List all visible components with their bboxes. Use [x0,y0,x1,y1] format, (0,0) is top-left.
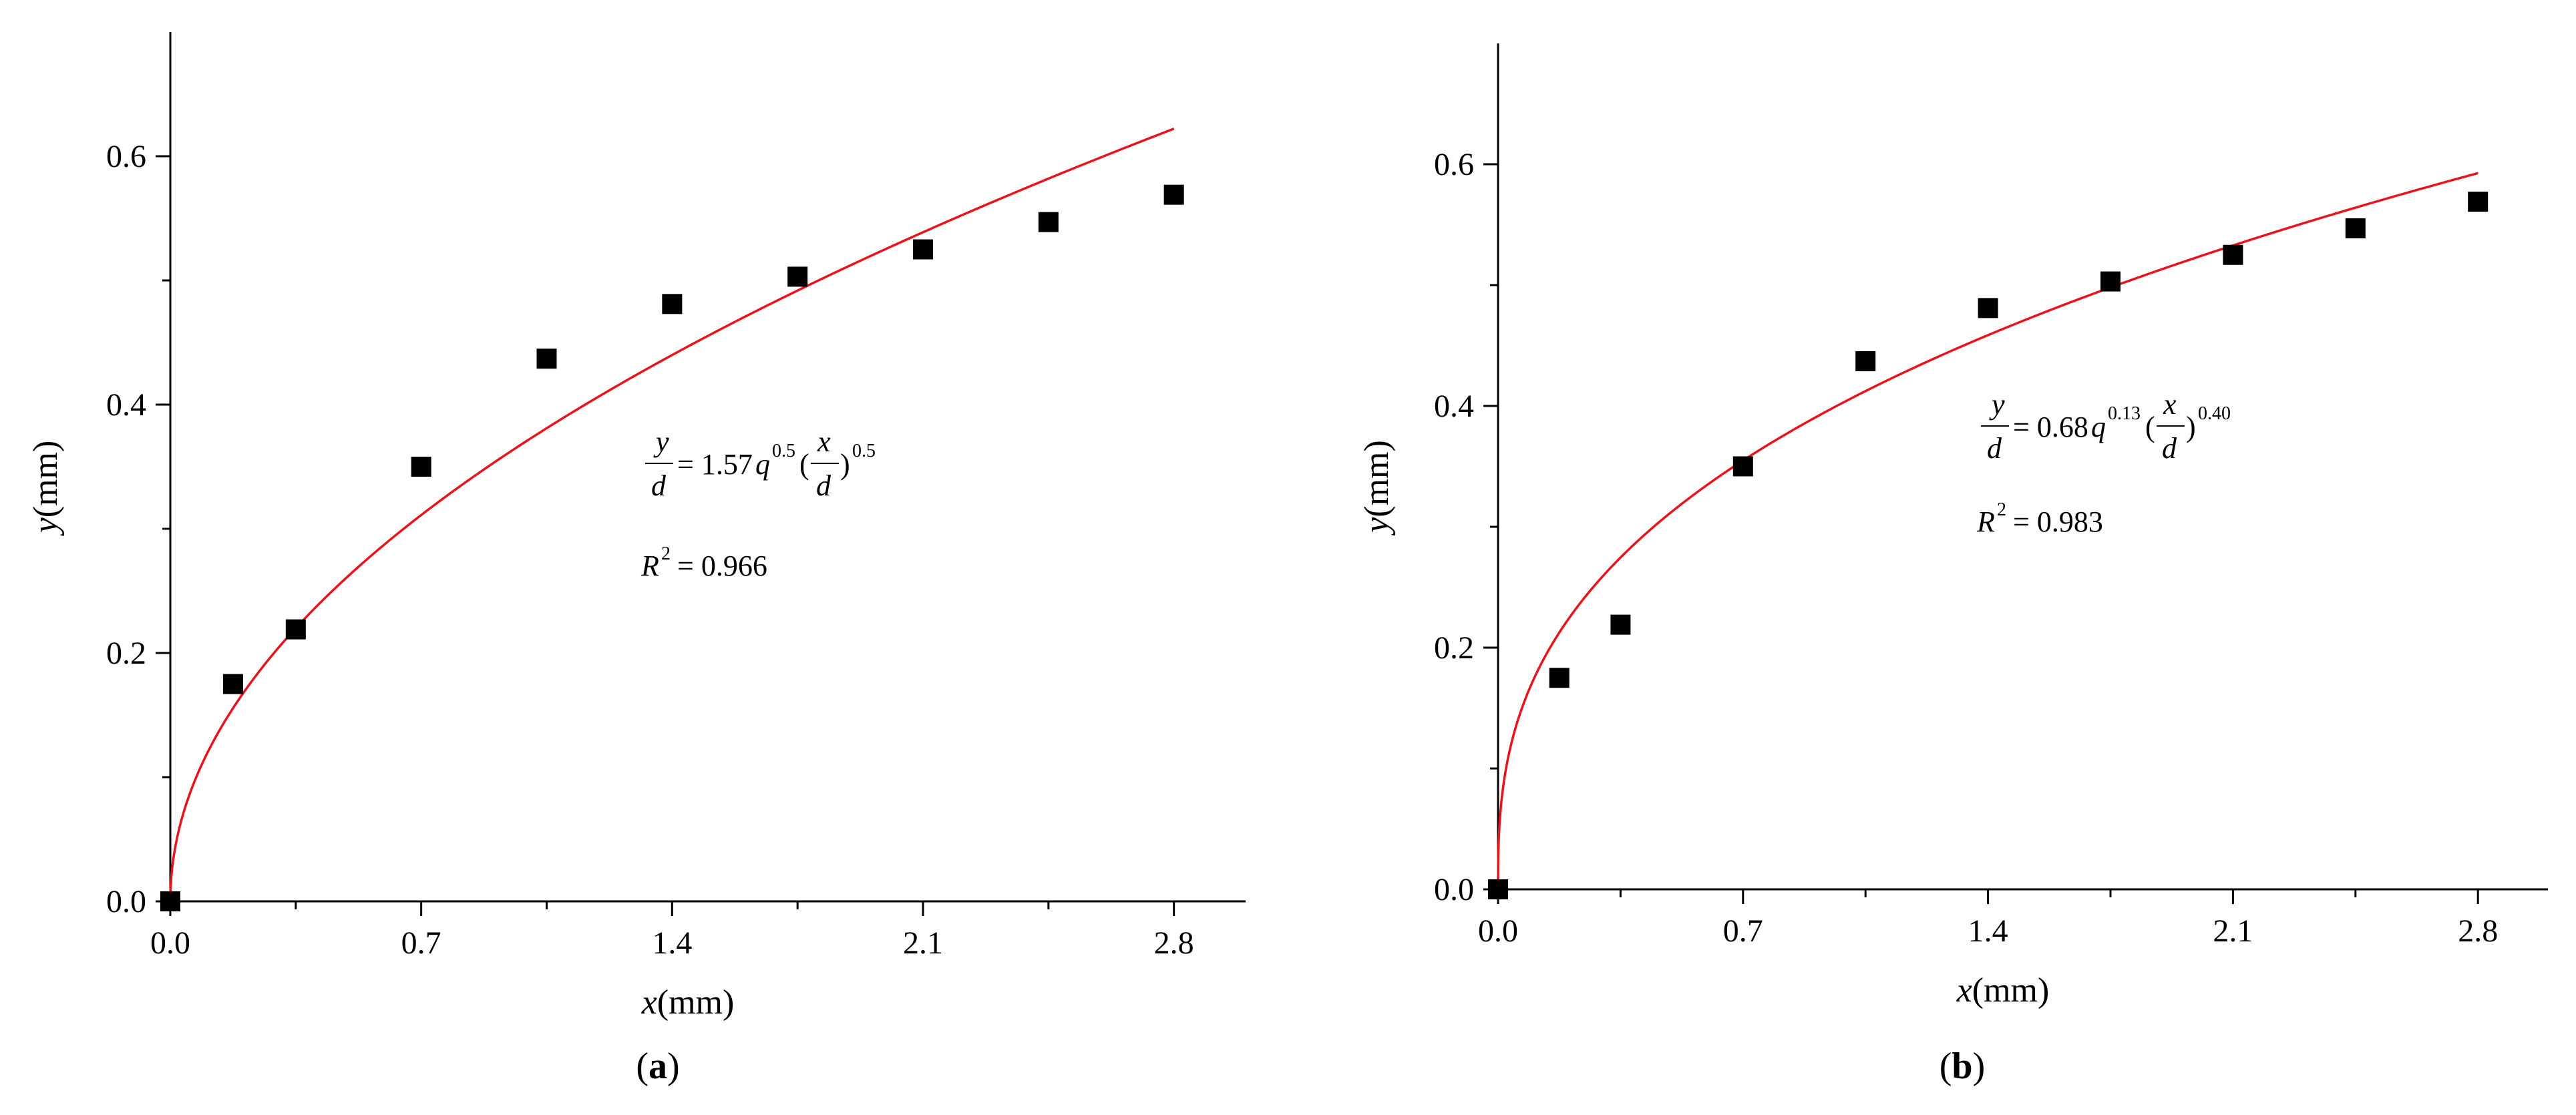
chart-panel-b: 0.0 0.7 1.4 2.1 2.8 0.0 0.2 0.4 0.6 x(mm) y(mm)… [1358,43,2548,1087]
y-tick-label: 0.0 [1434,872,1474,907]
y-tick-label: 0.4 [1434,389,1474,424]
data-points [160,184,1184,911]
eq-lhs-denominator: d [651,469,667,502]
data-point [913,239,933,260]
y-tick-label: 0.6 [1434,147,1474,182]
x-tick-label: 2.1 [2213,913,2253,949]
x-axis-ticks: 0.0 0.7 1.4 2.1 2.8 [1478,889,2498,949]
data-point [1978,298,1998,318]
eq-frac-exponent: 0.5 [852,441,876,461]
r2-value: = 0.983 [2013,505,2103,538]
plot-frame [169,32,1246,903]
data-point [2345,218,2366,238]
panel-label: (a) [636,1046,679,1087]
data-point [1855,351,1876,372]
eq-frac-denominator: d [2162,432,2177,465]
data-point [2100,271,2121,292]
data-point [1732,456,1753,477]
eq-q: q [755,448,770,481]
eq-q-exponent: 0.13 [2108,403,2141,424]
eq-open-paren: ( [799,448,809,481]
x-axis-ticks: 0.0 0.7 1.4 2.1 2.8 [150,901,1194,961]
data-point [2468,192,2489,212]
panel-label: (b) [1940,1046,1985,1087]
x-tick-label: 0.0 [150,925,190,961]
x-axis-title: x(mm) [1956,971,2050,1010]
eq-open-paren: ( [2145,411,2155,443]
data-point [1163,184,1184,205]
eq-lhs-denominator: d [1987,432,2002,465]
y-tick-label: 0.2 [1434,630,1474,666]
y-axis-ticks: 0.0 0.2 0.4 0.6 [106,139,170,919]
eq-lhs-numerator: y [653,425,669,458]
eq-close-paren: ) [840,448,850,481]
x-tick-label: 1.4 [652,925,692,961]
r2-superscript: 2 [661,543,671,564]
data-points [1488,192,2489,899]
x-tick-label: 0.0 [1478,913,1518,949]
eq-coef: = 0.68 [2013,411,2088,443]
y-tick-label: 0.2 [106,636,146,671]
eq-frac-numerator: x [817,425,831,458]
plot-frame [1497,43,2548,891]
r2-superscript: 2 [1997,499,2006,520]
fit-curve [1497,172,2478,889]
eq-q-exponent: 0.5 [772,441,795,461]
x-tick-label: 2.1 [903,925,943,961]
r2-label: R [640,549,659,582]
y-axis-title: y(mm) [27,441,65,537]
data-point [536,349,557,369]
r2-value: = 0.966 [677,549,767,582]
eq-frac-denominator: d [816,469,832,502]
eq-close-paren: ) [2186,411,2196,443]
fit-equation: y d = 0.68 q 0.13 ( x d ) 0.40 R 2 = 0.9… [1976,388,2231,538]
y-axis-ticks: 0.0 0.2 0.4 0.6 [1434,147,1498,907]
y-tick-label: 0.6 [106,139,146,174]
data-point [160,891,180,911]
data-point [222,674,243,694]
x-tick-label: 1.4 [1968,913,2008,949]
eq-frac-exponent: 0.40 [2198,403,2231,424]
eq-coef: = 1.57 [677,448,753,481]
data-point [1549,668,1570,688]
x-tick-label: 2.8 [2458,913,2498,949]
y-tick-label: 0.4 [106,387,146,423]
y-axis-title: y(mm) [1358,440,1396,536]
data-point [1038,212,1059,232]
eq-frac-numerator: x [2163,388,2177,421]
data-point [411,457,431,477]
chart-panel-a: 0.0 0.7 1.4 2.1 2.8 0.0 0.2 0.4 0.6 x(mm) y(mm)… [27,32,1246,1087]
x-tick-label: 2.8 [1154,925,1194,961]
eq-lhs-numerator: y [1989,388,2005,421]
data-point [285,619,306,640]
data-point [2223,244,2243,265]
x-tick-label: 0.7 [401,925,441,961]
r2-label: R [1976,505,1995,538]
data-point [662,294,683,314]
fit-equation: y d = 1.57 q 0.5 ( x d ) 0.5 R 2 = 0.966 [640,425,876,582]
data-point [787,266,808,287]
x-axis-title: x(mm) [641,983,735,1022]
eq-q: q [2091,411,2106,443]
y-tick-label: 0.0 [106,884,146,919]
data-point [1488,879,1508,899]
x-tick-label: 0.7 [1723,913,1763,949]
data-point [1610,614,1631,635]
fit-curve [169,128,1175,901]
